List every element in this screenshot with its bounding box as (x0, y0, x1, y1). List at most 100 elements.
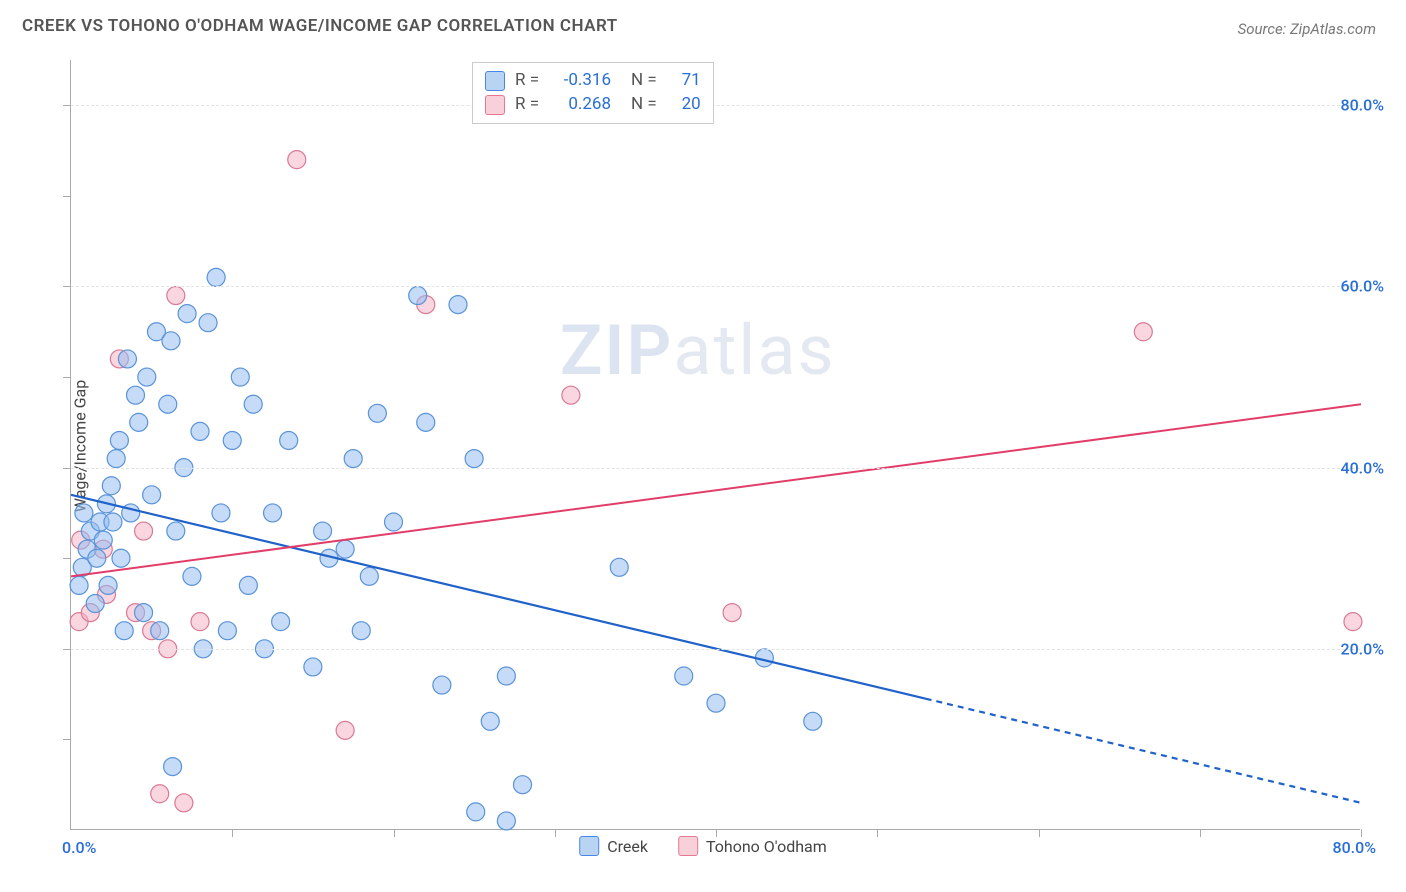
creek-point (86, 595, 104, 613)
series-legend-item: Creek (579, 836, 648, 856)
x-tick (394, 829, 395, 837)
creek-point (239, 576, 257, 594)
tohono-point (1344, 613, 1362, 631)
tohono-point (562, 386, 580, 404)
x-tick (1361, 829, 1362, 837)
gridline (71, 649, 1360, 650)
chart-svg (71, 60, 1360, 829)
tohono-trendline (71, 404, 1361, 576)
series-legend-item: Tohono O'odham (678, 836, 827, 856)
creek-point (449, 296, 467, 314)
source-attribution: Source: ZipAtlas.com (1238, 20, 1376, 38)
tohono-point (288, 151, 306, 169)
creek-point (465, 450, 483, 468)
tohono-point (135, 522, 153, 540)
tohono-point (191, 613, 209, 631)
creek-point (167, 522, 185, 540)
creek-point (104, 513, 122, 531)
r-label: R = (515, 93, 539, 117)
tohono-point (1134, 323, 1152, 341)
gridline (71, 105, 1360, 106)
creek-point (223, 431, 241, 449)
y-tick (63, 468, 71, 469)
x-tick (555, 829, 556, 837)
r-label: R = (515, 69, 539, 93)
creek-point (130, 413, 148, 431)
creek-trendline (71, 495, 926, 699)
y-tick-label: 60.0% (1340, 277, 1384, 296)
y-tick (63, 196, 71, 197)
creek-point (94, 531, 112, 549)
gridline (71, 468, 1360, 469)
creek-point (804, 712, 822, 730)
creek-point (368, 404, 386, 422)
x-tick-min: 0.0% (62, 838, 96, 857)
creek-point (385, 513, 403, 531)
creek-point (272, 613, 290, 631)
creek-point (118, 350, 136, 368)
series-label: Tohono O'odham (706, 837, 827, 856)
x-tick (877, 829, 878, 837)
x-tick (232, 829, 233, 837)
creek-point (162, 332, 180, 350)
n-label: N = (631, 93, 657, 117)
creek-point (610, 558, 628, 576)
x-tick (1200, 829, 1201, 837)
legend-swatch (678, 836, 698, 856)
y-tick (63, 649, 71, 650)
creek-point (314, 522, 332, 540)
y-tick (63, 286, 71, 287)
creek-point (102, 477, 120, 495)
creek-point (304, 658, 322, 676)
creek-point (218, 622, 236, 640)
series-legend: Creek Tohono O'odham (579, 836, 827, 856)
r-value: -0.316 (549, 69, 611, 93)
creek-point (675, 667, 693, 685)
plot-area (70, 60, 1360, 830)
gridline (71, 286, 1360, 287)
tohono-point (151, 785, 169, 803)
tohono-point (167, 287, 185, 305)
creek-point (481, 712, 499, 730)
y-tick-label: 40.0% (1340, 458, 1384, 477)
legend-row: R =0.268N =20 (485, 93, 701, 117)
creek-point (231, 368, 249, 386)
creek-point (75, 504, 93, 522)
tohono-point (336, 721, 354, 739)
creek-point (178, 305, 196, 323)
creek-point (264, 504, 282, 522)
creek-point (497, 812, 515, 830)
x-tick-max: 80.0% (1332, 838, 1376, 857)
tohono-point (175, 794, 193, 812)
creek-point (344, 450, 362, 468)
y-tick (63, 105, 71, 106)
creek-point (409, 287, 427, 305)
correlation-legend: R =-0.316N =71R =0.268N =20 (472, 62, 714, 124)
creek-point (707, 694, 725, 712)
creek-point (417, 413, 435, 431)
creek-point (467, 803, 485, 821)
y-tick-label: 80.0% (1340, 96, 1384, 115)
creek-point (110, 431, 128, 449)
creek-point (199, 314, 217, 332)
creek-point (280, 431, 298, 449)
y-tick (63, 739, 71, 740)
creek-point (244, 395, 262, 413)
y-tick (63, 558, 71, 559)
creek-point (138, 368, 156, 386)
creek-point (151, 622, 169, 640)
y-tick (63, 377, 71, 378)
creek-point (352, 622, 370, 640)
creek-point (164, 758, 182, 776)
legend-swatch (485, 71, 505, 91)
creek-point (143, 486, 161, 504)
x-tick (1039, 829, 1040, 837)
creek-point (514, 776, 532, 794)
legend-swatch (485, 95, 505, 115)
r-value: 0.268 (549, 93, 611, 117)
creek-point (107, 450, 125, 468)
creek-point (88, 549, 106, 567)
creek-point (212, 504, 230, 522)
creek-point (207, 268, 225, 286)
n-label: N = (631, 69, 657, 93)
